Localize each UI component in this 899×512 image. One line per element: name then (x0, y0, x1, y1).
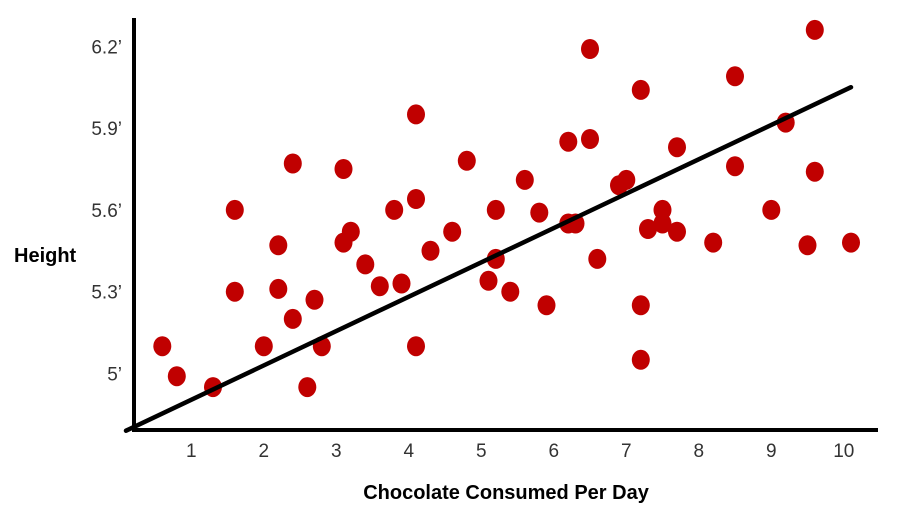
data-point (486, 199, 505, 220)
x-tick-label: 3 (331, 441, 342, 462)
data-point (530, 202, 549, 223)
x-tick-label: 4 (404, 441, 415, 462)
data-point (479, 270, 498, 291)
data-point (283, 153, 302, 174)
data-point (421, 240, 440, 261)
data-point (631, 295, 650, 316)
data-point (559, 131, 578, 152)
data-point (298, 377, 317, 398)
data-point (443, 221, 462, 242)
data-point (653, 213, 672, 234)
data-point (356, 254, 375, 275)
data-point (581, 39, 599, 59)
y-tick-label: 5’ (107, 365, 122, 386)
x-tick-labels: 1 2 3 4 5 6 7 8 9 10 (186, 441, 854, 462)
data-point (631, 79, 650, 100)
x-tick-label: 1 (186, 441, 197, 462)
data-point (392, 273, 411, 294)
data-point (639, 219, 657, 239)
data-point (515, 169, 534, 190)
data-point (407, 189, 425, 209)
data-point (726, 66, 744, 87)
x-tick-label: 6 (549, 441, 560, 462)
data-point (341, 221, 360, 242)
x-tick-label: 2 (259, 441, 270, 462)
data-point (581, 129, 599, 149)
data-point (704, 232, 723, 253)
data-point (385, 199, 404, 220)
y-tick-labels: 5’ 5.3’ 5.6’ 5.9’ 6.2’ (91, 37, 122, 385)
y-axis-label: Height (14, 245, 77, 267)
x-tick-label: 10 (833, 441, 854, 462)
data-point (370, 276, 389, 297)
data-point (225, 281, 244, 302)
data-point (407, 336, 425, 357)
x-tick-label: 8 (694, 441, 705, 462)
data-point (153, 336, 172, 357)
x-tick-label: 7 (621, 441, 632, 462)
data-point (668, 137, 686, 158)
data-point (269, 278, 288, 299)
data-point (269, 235, 288, 256)
x-axis-label: Chocolate Consumed Per Day (363, 482, 650, 504)
data-point (762, 199, 781, 220)
data-point (617, 169, 636, 190)
data-point (457, 150, 476, 171)
data-point (305, 289, 324, 310)
data-point (407, 104, 425, 125)
data-point (501, 281, 520, 302)
data-point (334, 159, 353, 179)
data-point (668, 221, 686, 242)
y-tick-label: 5.6’ (91, 201, 122, 222)
data-point (225, 199, 244, 220)
data-point (631, 349, 650, 370)
data-point (167, 366, 186, 387)
data-point (726, 156, 744, 177)
x-tick-label: 5 (476, 441, 487, 462)
x-tick-label: 9 (766, 441, 777, 462)
y-tick-label: 5.9’ (91, 119, 122, 140)
points-layer (153, 19, 860, 398)
data-point (842, 232, 860, 253)
data-point (537, 295, 556, 316)
y-tick-label: 5.3’ (91, 283, 122, 304)
y-tick-label: 6.2’ (91, 37, 122, 58)
data-point (254, 336, 273, 357)
data-point (798, 235, 817, 256)
data-point (283, 308, 302, 329)
data-point (805, 161, 824, 182)
trend-line (123, 84, 854, 433)
data-point (805, 19, 824, 40)
data-point (588, 248, 607, 269)
